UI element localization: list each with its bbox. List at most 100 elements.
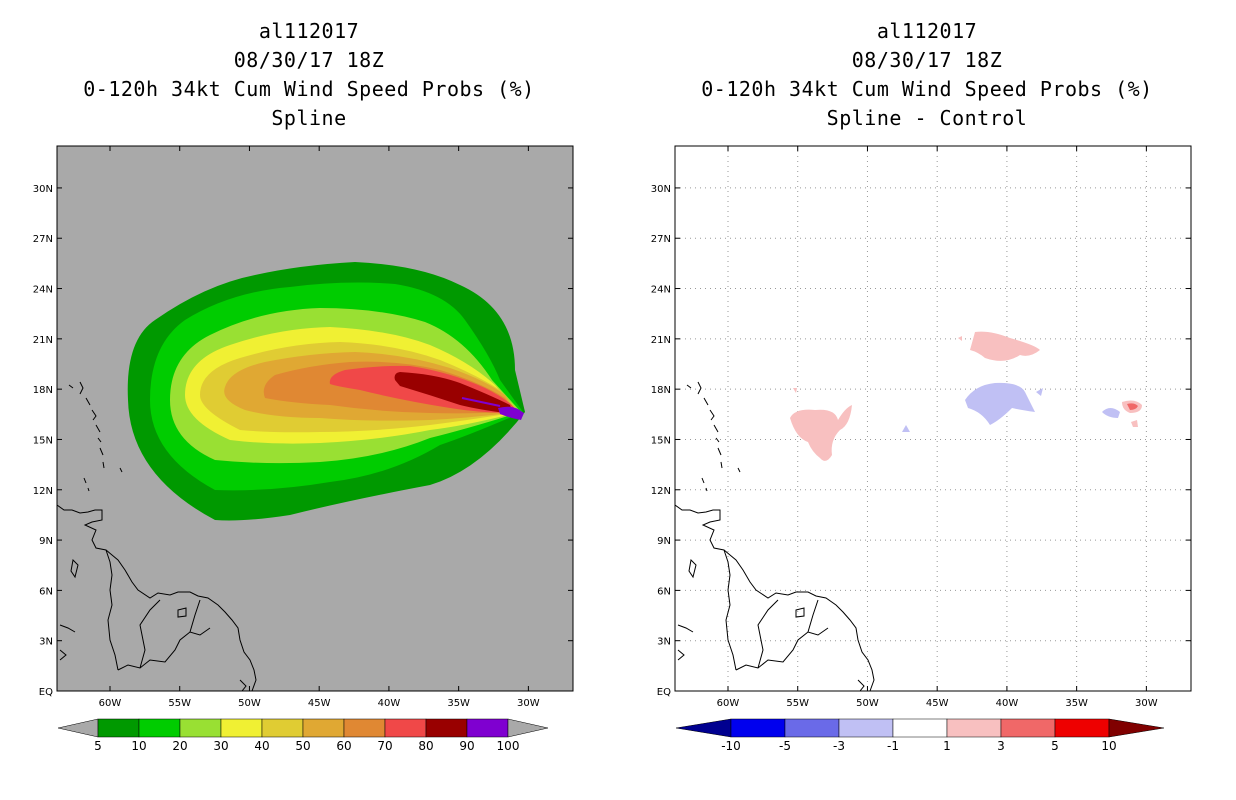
colorbar-swatch xyxy=(730,718,786,738)
colorbar-label: 10 xyxy=(131,739,146,753)
right-storm-id: al112017 xyxy=(876,19,978,43)
coastline-segment xyxy=(85,397,91,406)
y-tick-label: 21N xyxy=(33,335,53,346)
y-tick-label: 24N xyxy=(33,285,53,296)
coastline-segment xyxy=(119,467,123,473)
coastline-segment xyxy=(713,424,719,433)
coastline-segment xyxy=(677,624,694,633)
left-coastline xyxy=(57,381,257,691)
x-tick-label: 45W xyxy=(926,698,949,709)
y-tick-label: 18N xyxy=(651,385,671,396)
coastline-segment xyxy=(717,447,722,456)
colorbar-swatch xyxy=(1054,718,1110,738)
coastline-segment xyxy=(68,384,74,389)
x-tick-label: 55W xyxy=(786,698,809,709)
y-tick-label: 30N xyxy=(651,184,671,195)
x-tick-label: 30W xyxy=(517,698,540,709)
y-tick-label: 6N xyxy=(657,586,671,597)
right-plot-frame xyxy=(674,145,1192,692)
coastline-segment xyxy=(83,477,87,484)
y-tick-label: 27N xyxy=(651,234,671,245)
diff-positive-blob xyxy=(1131,420,1138,427)
x-tick-label: 40W xyxy=(996,698,1019,709)
colorbar-swatch xyxy=(384,718,427,738)
coastline-segment xyxy=(139,599,161,669)
y-tick-label: 6N xyxy=(39,586,53,597)
y-tick-label: 3N xyxy=(657,637,671,648)
left-storm-id: al112017 xyxy=(258,19,360,43)
x-tick-label: 50W xyxy=(238,698,261,709)
colorbar-swatch xyxy=(466,718,509,738)
right-coastline xyxy=(675,381,875,691)
left-plot-frame xyxy=(56,145,574,692)
colorbar-label: -1 xyxy=(887,739,899,753)
colorbar-label: -3 xyxy=(833,739,845,753)
colorbar-swatch xyxy=(97,718,140,738)
coastline-segment xyxy=(686,384,692,389)
colorbar-label: 20 xyxy=(172,739,187,753)
right-difference-field xyxy=(675,331,1142,691)
diff-positive-blob xyxy=(793,388,797,393)
coastline-segment xyxy=(720,461,723,469)
coastline-segment xyxy=(677,649,685,661)
coastline-segment xyxy=(59,649,67,661)
x-tick-label: 45W xyxy=(308,698,331,709)
y-tick-label: 3N xyxy=(39,637,53,648)
colorbar-lower-arrow xyxy=(57,718,99,738)
colorbar-label: 80 xyxy=(418,739,433,753)
colorbar-label: 90 xyxy=(459,739,474,753)
coastline-segment xyxy=(177,607,187,618)
x-tick-label: 35W xyxy=(1065,698,1088,709)
coastline-segment xyxy=(91,409,97,421)
y-tick-label: 12N xyxy=(33,486,53,497)
coastline-segment xyxy=(723,549,737,671)
colorbar-swatch xyxy=(784,718,840,738)
coastline-segment xyxy=(99,447,104,456)
colorbar-label: 60 xyxy=(336,739,351,753)
y-tick-label: 27N xyxy=(33,234,53,245)
right-subtitle: Spline - Control xyxy=(826,106,1028,130)
y-tick-label: 18N xyxy=(33,385,53,396)
right-product-title: 0-120h 34kt Cum Wind Speed Probs (%) xyxy=(701,77,1153,101)
y-tick-label: 24N xyxy=(651,285,671,296)
coastline-segment xyxy=(59,624,76,633)
diff-positive-peak xyxy=(1127,403,1138,410)
coastline-segment xyxy=(57,504,257,691)
coastline-segment xyxy=(87,487,90,492)
coastline-segment xyxy=(70,558,79,579)
coastline-segment xyxy=(701,477,705,484)
x-tick-label: 35W xyxy=(447,698,470,709)
right-grid xyxy=(675,146,1191,691)
left-subtitle: Spline xyxy=(271,106,347,130)
colorbar-swatch xyxy=(261,718,304,738)
coastline-segment xyxy=(703,397,709,406)
colorbar-label: 70 xyxy=(377,739,392,753)
coastline-segment xyxy=(709,409,715,421)
coastline-segment xyxy=(97,437,102,443)
colorbar-upper-arrow xyxy=(507,718,549,738)
right-panel-title: al112017 08/30/17 18Z 0-120h 34kt Cum Wi… xyxy=(667,17,1187,133)
diff-positive-blob xyxy=(790,405,852,461)
colorbar-label: 1 xyxy=(943,739,951,753)
left-colorbar: 5 10 20 30 40 50 60 70 80 90 100 xyxy=(57,718,549,753)
colorbar-label: -5 xyxy=(779,739,791,753)
colorbar-label: 5 xyxy=(1051,739,1059,753)
coastline-segment xyxy=(95,424,101,433)
y-tick-label: 9N xyxy=(657,536,671,547)
colorbar-label: -10 xyxy=(721,739,741,753)
diff-negative-blob xyxy=(1036,388,1043,396)
colorbar-label: 5 xyxy=(94,739,102,753)
diff-negative-blob xyxy=(965,382,1035,425)
colorbar-swatch xyxy=(138,718,181,738)
coastline-segment xyxy=(757,599,779,669)
coastline-segment xyxy=(715,437,720,443)
y-tick-label: EQ xyxy=(657,687,671,698)
colorbar-swatch xyxy=(302,718,345,738)
coastline-segment xyxy=(675,504,875,691)
coastline-segment xyxy=(795,607,805,618)
x-tick-label: 60W xyxy=(717,698,740,709)
y-tick-label: 12N xyxy=(651,486,671,497)
right-init-time: 08/30/17 18Z xyxy=(851,48,1003,72)
coastline-segment xyxy=(688,558,697,579)
colorbar-label: 100 xyxy=(497,739,520,753)
